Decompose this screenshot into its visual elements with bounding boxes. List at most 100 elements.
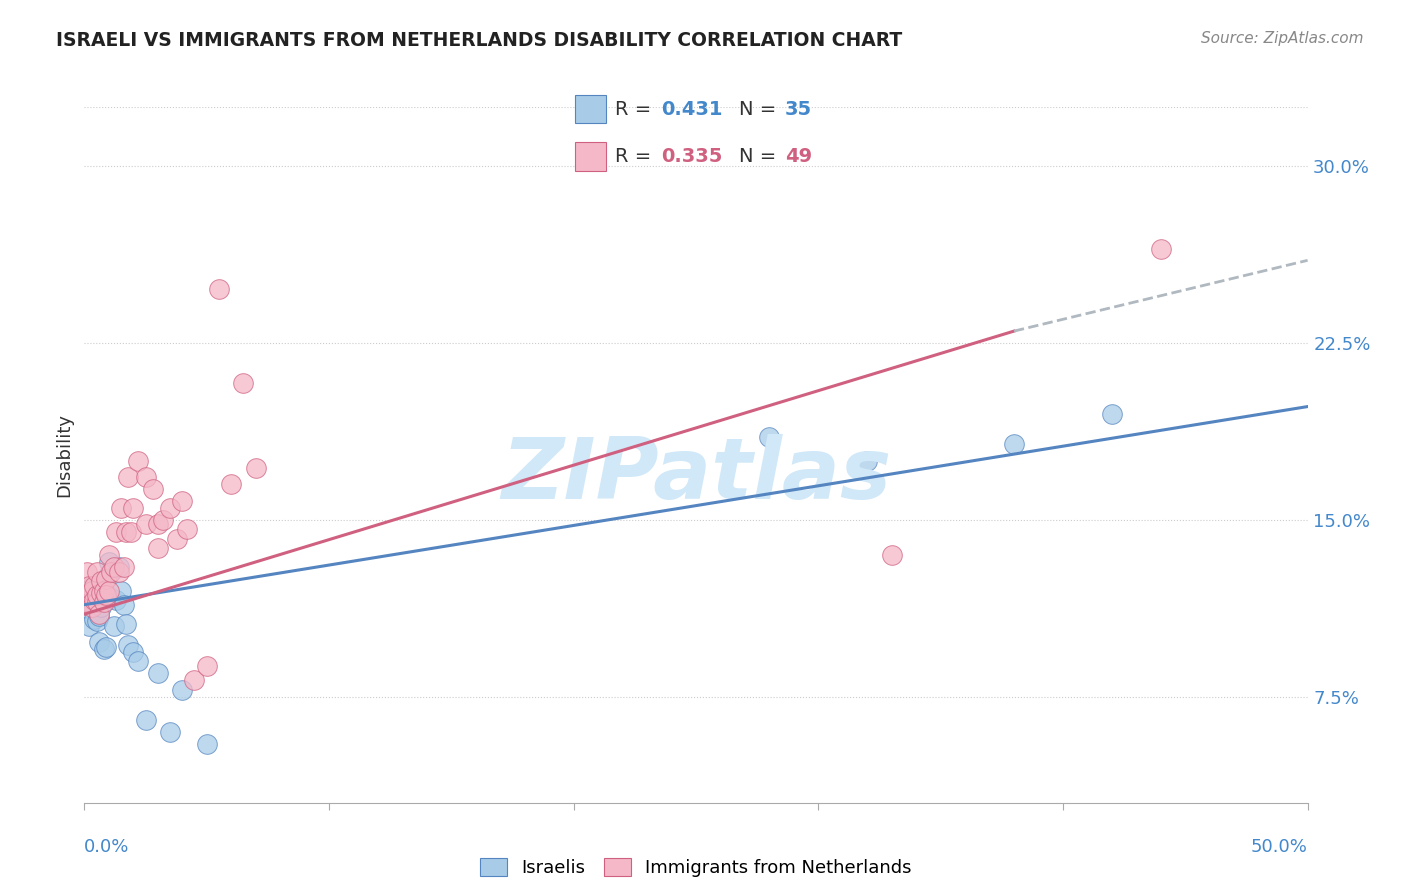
- Point: [146, 517, 169, 532]
- Point: [77, 602, 100, 616]
- Point: [135, 713, 157, 727]
- Text: 0.0%: 0.0%: [84, 838, 129, 856]
- Point: [122, 645, 145, 659]
- Point: [83, 612, 105, 626]
- Point: [76, 588, 98, 602]
- Point: [1101, 407, 1123, 421]
- Point: [172, 494, 194, 508]
- Point: [219, 477, 242, 491]
- Point: [183, 673, 205, 688]
- Text: 0.335: 0.335: [661, 146, 723, 166]
- Point: [76, 588, 98, 602]
- Point: [90, 574, 112, 588]
- Point: [105, 593, 128, 607]
- Point: [245, 461, 267, 475]
- Point: [77, 579, 100, 593]
- Point: [146, 541, 169, 555]
- Point: [96, 572, 118, 586]
- Text: R =: R =: [614, 146, 655, 166]
- Point: [112, 598, 135, 612]
- Point: [86, 588, 108, 602]
- Point: [135, 517, 157, 532]
- Text: N =: N =: [738, 146, 780, 166]
- Point: [232, 376, 254, 390]
- Point: [856, 454, 879, 468]
- Point: [105, 524, 128, 539]
- Point: [146, 666, 169, 681]
- Point: [86, 614, 108, 628]
- Point: [80, 579, 103, 593]
- Legend: Israelis, Immigrants from Netherlands: Israelis, Immigrants from Netherlands: [472, 850, 920, 884]
- Point: [90, 600, 112, 615]
- Point: [110, 583, 132, 598]
- Point: [87, 635, 110, 649]
- Point: [107, 565, 129, 579]
- Point: [93, 583, 115, 598]
- Point: [87, 607, 110, 621]
- Point: [195, 737, 218, 751]
- Bar: [575, 95, 606, 123]
- Point: [97, 548, 120, 562]
- Point: [83, 593, 105, 607]
- Point: [112, 560, 135, 574]
- Point: [80, 583, 103, 598]
- Point: [77, 619, 100, 633]
- Point: [100, 591, 122, 605]
- Point: [195, 659, 218, 673]
- Point: [120, 524, 142, 539]
- Bar: [575, 142, 606, 170]
- Point: [90, 586, 112, 600]
- Point: [880, 548, 903, 562]
- Point: [83, 579, 105, 593]
- Point: [135, 470, 157, 484]
- Point: [80, 593, 103, 607]
- Point: [166, 532, 188, 546]
- Point: [97, 555, 120, 569]
- Point: [96, 640, 118, 654]
- Point: [1002, 437, 1025, 451]
- Point: [152, 513, 174, 527]
- Text: Source: ZipAtlas.com: Source: ZipAtlas.com: [1201, 31, 1364, 46]
- Point: [97, 583, 120, 598]
- Point: [110, 500, 132, 515]
- Point: [96, 588, 118, 602]
- Point: [115, 616, 138, 631]
- Point: [103, 619, 125, 633]
- Y-axis label: Disability: Disability: [55, 413, 73, 497]
- Point: [76, 565, 98, 579]
- Text: ZIPatlas: ZIPatlas: [501, 434, 891, 517]
- Point: [758, 430, 780, 444]
- Point: [93, 595, 115, 609]
- Point: [83, 600, 105, 615]
- Point: [115, 524, 138, 539]
- Point: [176, 522, 198, 536]
- Point: [80, 600, 103, 615]
- Text: 0.431: 0.431: [661, 100, 723, 119]
- Point: [117, 638, 139, 652]
- Point: [142, 482, 165, 496]
- Point: [122, 500, 145, 515]
- Point: [86, 595, 108, 609]
- Point: [127, 454, 149, 468]
- Point: [97, 567, 120, 582]
- Point: [86, 565, 108, 579]
- Point: [172, 682, 194, 697]
- Point: [103, 560, 125, 574]
- Point: [107, 560, 129, 574]
- Point: [100, 565, 122, 579]
- Point: [1150, 242, 1173, 256]
- Text: N =: N =: [738, 100, 780, 119]
- Text: ISRAELI VS IMMIGRANTS FROM NETHERLANDS DISABILITY CORRELATION CHART: ISRAELI VS IMMIGRANTS FROM NETHERLANDS D…: [56, 31, 903, 50]
- Point: [93, 642, 115, 657]
- Text: 35: 35: [785, 100, 813, 119]
- Point: [86, 595, 108, 609]
- Text: 50.0%: 50.0%: [1251, 838, 1308, 856]
- Point: [159, 500, 181, 515]
- Point: [159, 725, 181, 739]
- Point: [77, 595, 100, 609]
- Point: [208, 282, 231, 296]
- Text: R =: R =: [614, 100, 655, 119]
- Point: [117, 470, 139, 484]
- Text: 49: 49: [785, 146, 813, 166]
- Point: [87, 609, 110, 624]
